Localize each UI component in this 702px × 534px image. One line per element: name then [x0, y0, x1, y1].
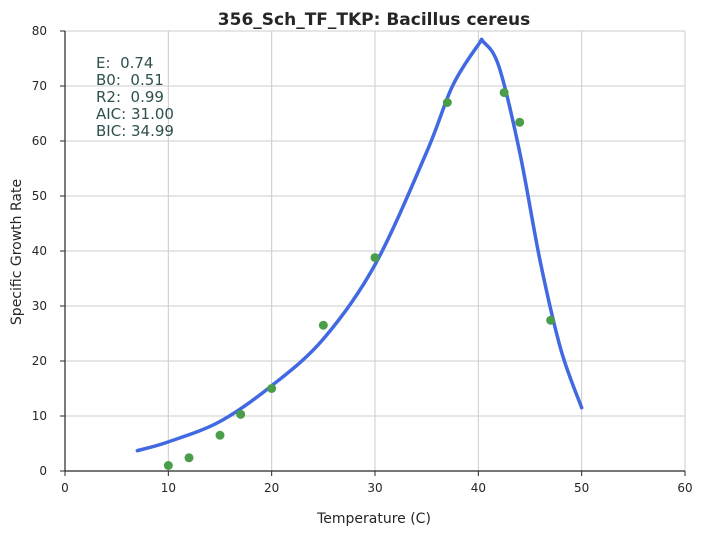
- y-tick-label: 10: [32, 409, 47, 423]
- x-tick-label: 10: [161, 481, 176, 495]
- y-tick-label: 50: [32, 189, 47, 203]
- x-tick-label: 40: [471, 481, 486, 495]
- y-tick-label: 60: [32, 134, 47, 148]
- data-point: [163, 461, 173, 470]
- data-point: [267, 384, 277, 393]
- data-point: [442, 98, 452, 107]
- y-tick-label: 20: [32, 354, 47, 368]
- data-point: [499, 88, 509, 98]
- data-point: [318, 320, 328, 330]
- axes: [60, 30, 686, 476]
- fit-statistic: R2: 0.99: [96, 88, 164, 106]
- y-tick-label: 40: [32, 244, 47, 258]
- y-tick-label: 30: [32, 299, 47, 313]
- fit-statistic: B0: 0.51: [96, 71, 164, 89]
- data-point: [546, 315, 556, 325]
- y-tick-label: 70: [32, 79, 47, 93]
- data-point: [236, 409, 246, 419]
- data-point: [215, 430, 225, 440]
- data-point: [184, 453, 194, 463]
- x-tick-label: 60: [677, 481, 692, 495]
- fit-curve: [135, 37, 584, 453]
- data-points: [163, 88, 556, 470]
- x-tick-label: 30: [367, 481, 382, 495]
- x-axis-label: Temperature (C): [316, 511, 431, 527]
- fit-statistic: AIC: 31.00: [96, 105, 174, 123]
- fit-statistic: E: 0.74: [96, 54, 153, 72]
- chart-title: 356_Sch_TF_TKP: Bacillus cereus: [218, 10, 530, 30]
- data-point: [515, 117, 525, 127]
- x-tick-label: 0: [61, 481, 69, 495]
- x-tick-label: 20: [264, 481, 279, 495]
- fit-statistic: BIC: 34.99: [96, 122, 174, 140]
- x-tick-label: 50: [574, 481, 589, 495]
- data-point: [370, 253, 380, 263]
- grid: [65, 30, 686, 471]
- y-tick-label: 0: [39, 464, 47, 478]
- tick-labels: 0 10 20 30 40 50 60 0 10 20 30 40 50 60 70 80: [32, 24, 693, 495]
- y-axis-label: Specific Growth Rate: [9, 179, 25, 325]
- y-tick-label: 80: [32, 24, 47, 38]
